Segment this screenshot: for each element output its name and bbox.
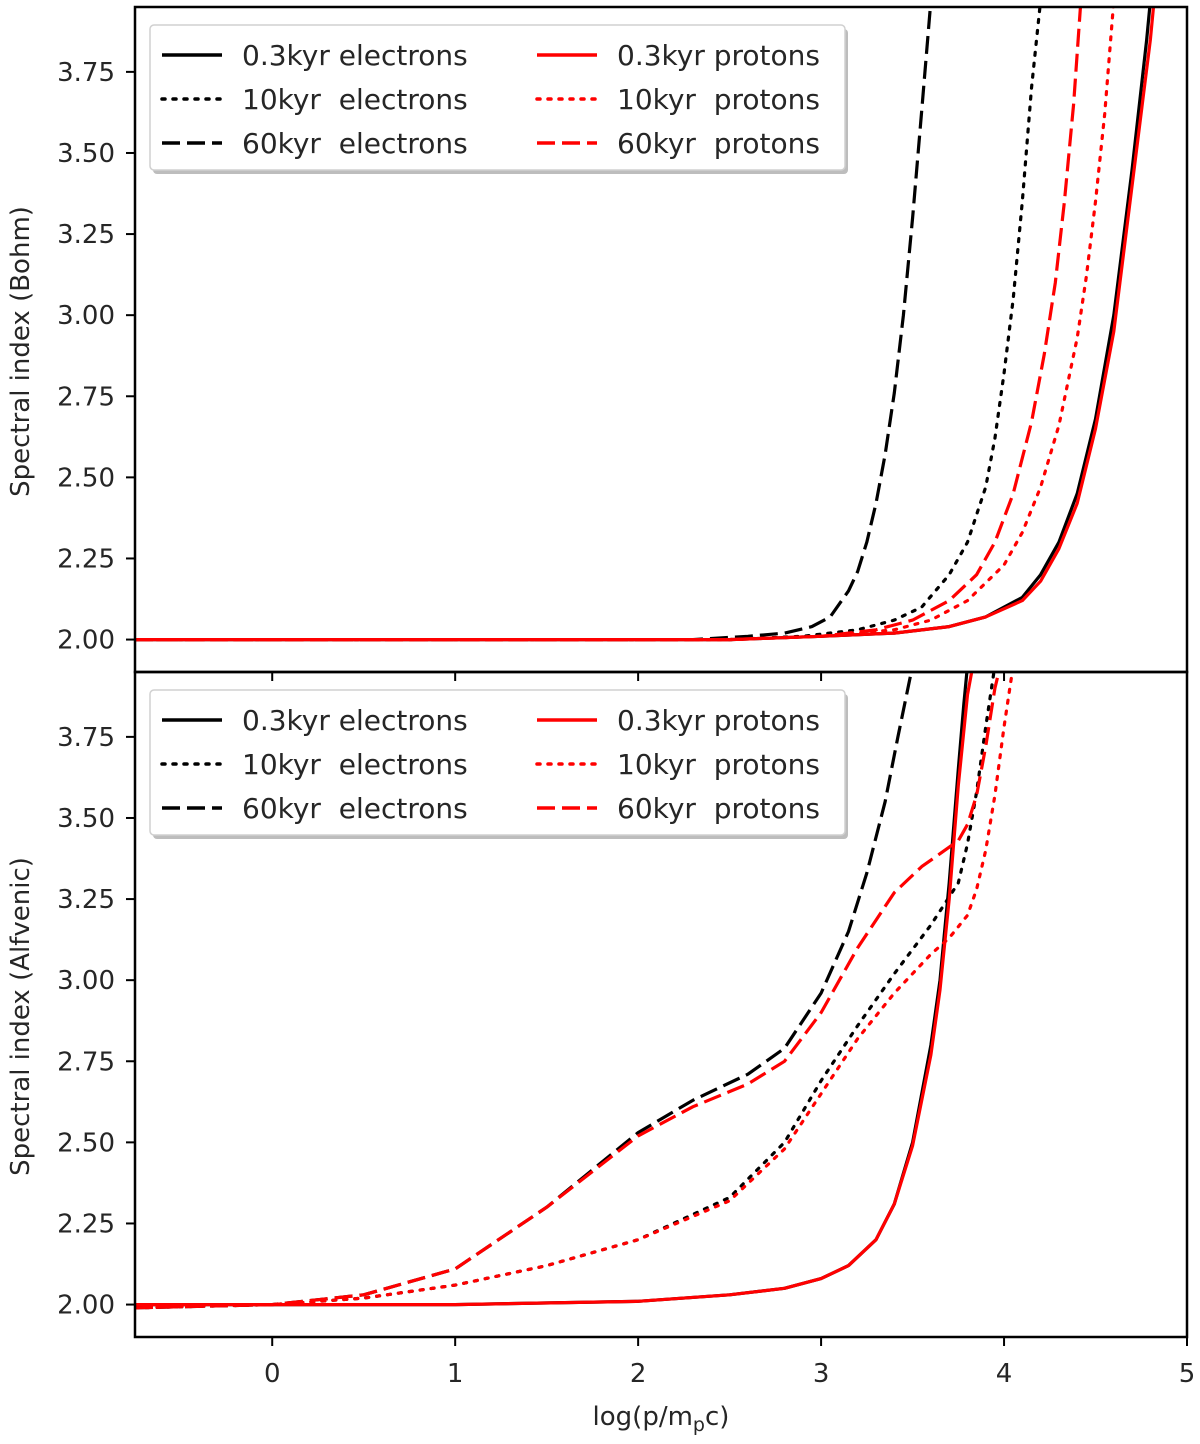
x-tick-label: 0 bbox=[264, 1359, 281, 1389]
y-tick-label: 3.75 bbox=[57, 58, 115, 88]
legend-label: 60kyr protons bbox=[617, 127, 820, 160]
panel-bohm: 2.00 2.25 2.50 2.75 3.00 3.25 3.50 3.75 Spectral… bbox=[6, 5, 1189, 681]
y-tick-label: 2.75 bbox=[57, 1047, 115, 1077]
y-axis-title-alfvenic: Spectral index (Alfvenic) bbox=[6, 857, 36, 1176]
y-tick-label: 2.25 bbox=[57, 544, 115, 574]
legend-label: 0.3kyr electrons bbox=[242, 39, 468, 72]
series-line-alfvenic-10kyr-protons bbox=[135, 672, 1014, 1310]
series-line-alfvenic-60kyr-protons bbox=[135, 672, 1001, 1310]
legend-label: 10kyr electrons bbox=[242, 748, 468, 781]
legend-box bbox=[149, 689, 846, 836]
y-tick-label: 3.25 bbox=[57, 220, 115, 250]
x-tick-label: 1 bbox=[447, 1359, 464, 1389]
y-tick-label: 2.00 bbox=[57, 626, 115, 656]
y-tick-label: 2.50 bbox=[57, 1128, 115, 1158]
series-line-bohm-10kyr-protons bbox=[135, 7, 1115, 642]
legend-label: 60kyr electrons bbox=[242, 792, 468, 825]
y-tick-label: 2.50 bbox=[57, 463, 115, 493]
x-tick-label: 2 bbox=[630, 1359, 647, 1389]
series-line-bohm-10kyr-electrons bbox=[135, 7, 1042, 642]
x-axis-title-main: log(p/m bbox=[593, 1402, 693, 1432]
series-group bbox=[135, 7, 1156, 642]
y-tick-label: 3.50 bbox=[57, 804, 115, 834]
series-line-bohm-60kyr-protons bbox=[135, 7, 1083, 642]
series-line-bohm-60kyr-electrons bbox=[135, 7, 932, 642]
x-tick-label: 5 bbox=[1179, 1359, 1196, 1389]
legend-alfvenic: 0.3kyr electrons 10kyr electrons 60kyr ele… bbox=[149, 689, 848, 839]
legend-bohm: 0.3kyr electrons 10kyr electrons 60kyr ele… bbox=[149, 24, 848, 174]
legend-label: 0.3kyr electrons bbox=[242, 704, 468, 737]
x-tick-label: 3 bbox=[813, 1359, 830, 1389]
legend-label: 0.3kyr protons bbox=[617, 39, 820, 72]
series-group bbox=[135, 672, 1014, 1310]
y-axis-title-bohm: Spectral index (Bohm) bbox=[6, 206, 36, 497]
y-tick-label: 3.25 bbox=[57, 885, 115, 915]
legend-label: 60kyr electrons bbox=[242, 127, 468, 160]
legend-label: 10kyr protons bbox=[617, 748, 820, 781]
x-tick-label: 4 bbox=[996, 1359, 1013, 1389]
y-tick-label: 3.00 bbox=[57, 301, 115, 331]
y-tick-label: 2.00 bbox=[57, 1291, 115, 1321]
legend-label: 0.3kyr protons bbox=[617, 704, 820, 737]
y-tick-label: 3.00 bbox=[57, 966, 115, 996]
panel-alfvenic: 2.00 2.25 2.50 2.75 3.00 3.25 3.50 3.75 Spectral… bbox=[6, 670, 1196, 1389]
y-tick-label: 2.75 bbox=[57, 382, 115, 412]
y-tick-label: 3.75 bbox=[57, 723, 115, 753]
legend-label: 10kyr electrons bbox=[242, 83, 468, 116]
series-line-bohm-03kyr-protons bbox=[135, 7, 1156, 642]
legend-label: 60kyr protons bbox=[617, 792, 820, 825]
legend-label: 10kyr protons bbox=[617, 83, 820, 116]
legend-box bbox=[149, 24, 846, 171]
x-axis-title-sub: p bbox=[693, 1414, 705, 1436]
series-line-alfvenic-03kyr-protons bbox=[135, 672, 974, 1307]
y-tick-label: 3.50 bbox=[57, 139, 115, 169]
axes-frame-alfvenic bbox=[133, 670, 1189, 1339]
x-axis-title: log(p/mpc) bbox=[593, 1402, 730, 1436]
x-axis-title-tail: c) bbox=[705, 1402, 729, 1432]
y-tick-label: 2.25 bbox=[57, 1209, 115, 1239]
